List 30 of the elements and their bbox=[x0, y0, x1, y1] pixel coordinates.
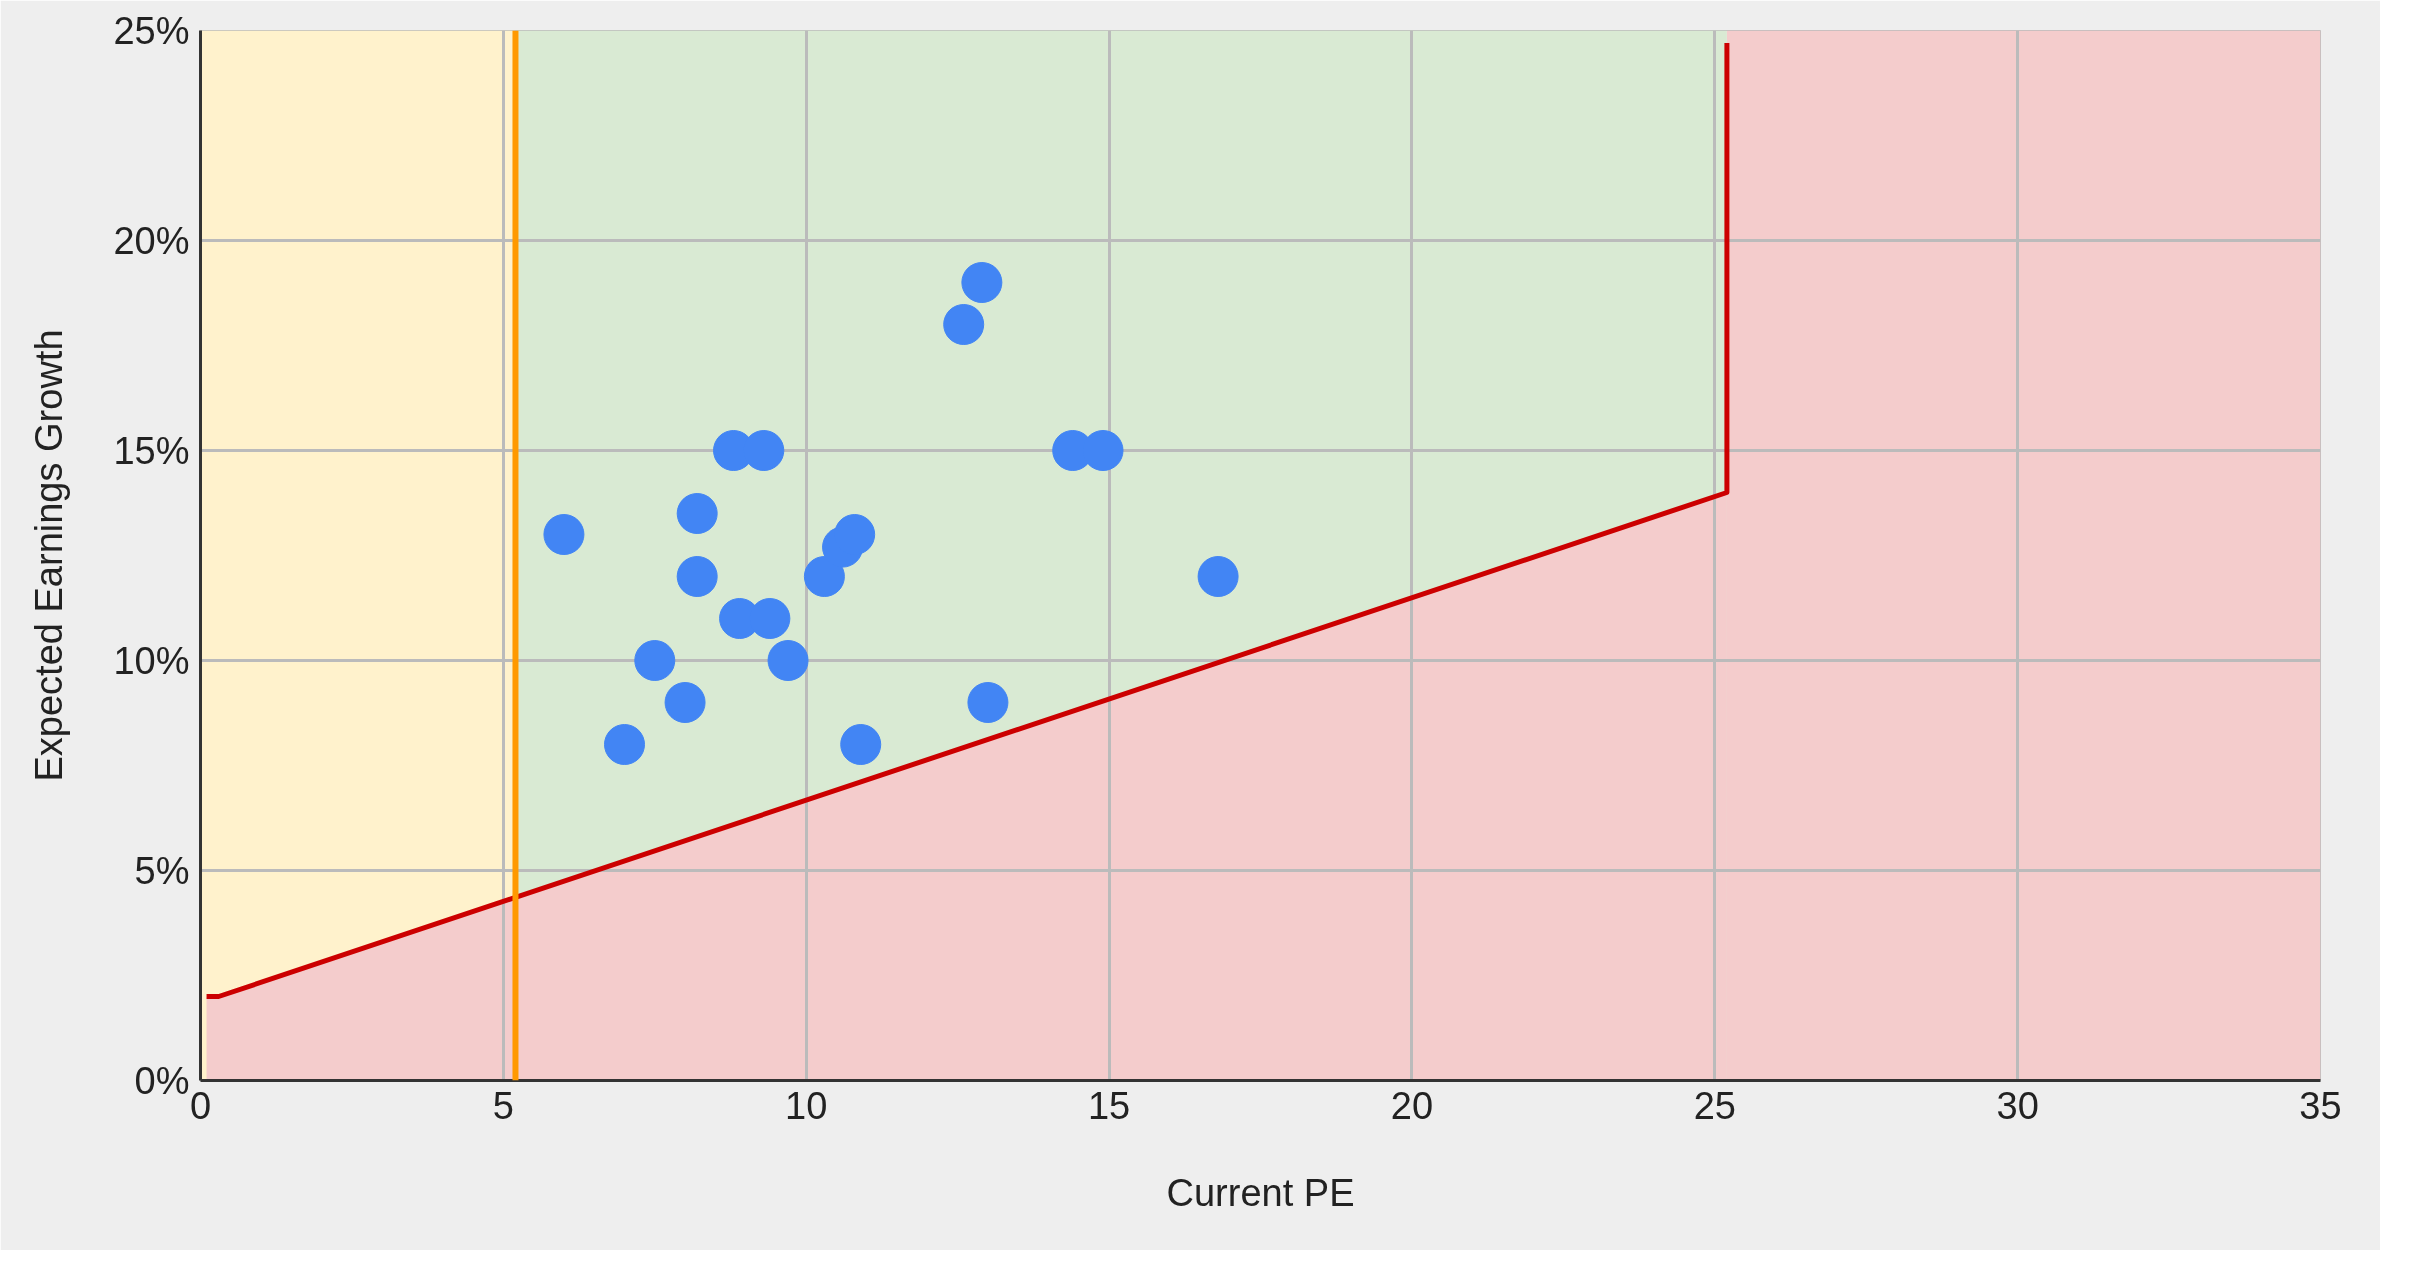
point bbox=[803, 556, 845, 597]
x-tick-label: 20 bbox=[1390, 1084, 1434, 1127]
point bbox=[676, 493, 718, 534]
point bbox=[664, 682, 706, 723]
point bbox=[967, 682, 1009, 723]
y-tick-label: 5% bbox=[134, 849, 190, 892]
x-tick-label: 30 bbox=[1996, 1084, 2039, 1127]
y-tick-label: 0% bbox=[134, 1059, 190, 1102]
point bbox=[676, 556, 718, 597]
point bbox=[834, 514, 876, 555]
x-tick-label: 25 bbox=[1693, 1084, 1736, 1127]
point bbox=[961, 262, 1003, 303]
point bbox=[604, 724, 645, 765]
y-tick-label: 20% bbox=[113, 219, 190, 262]
x-tick-label: 15 bbox=[1087, 1084, 1131, 1127]
point bbox=[634, 640, 676, 681]
x-tick-label: 10 bbox=[785, 1084, 828, 1127]
y-tick-label: 10% bbox=[113, 639, 190, 682]
point bbox=[543, 514, 585, 555]
x-tick-label: 35 bbox=[2299, 1084, 2342, 1127]
point bbox=[767, 640, 809, 681]
y-tick-label: 15% bbox=[113, 429, 190, 472]
point bbox=[943, 304, 985, 345]
x-tick-label: 0 bbox=[189, 1084, 212, 1127]
y-axis-title: Expected Earnings Growth bbox=[28, 329, 71, 782]
y-tick-label: 25% bbox=[113, 9, 190, 52]
point bbox=[840, 724, 882, 765]
point bbox=[1197, 556, 1239, 597]
x-tick-label: 5 bbox=[492, 1084, 514, 1127]
x-axis-title: Current PE bbox=[1166, 1171, 1355, 1214]
